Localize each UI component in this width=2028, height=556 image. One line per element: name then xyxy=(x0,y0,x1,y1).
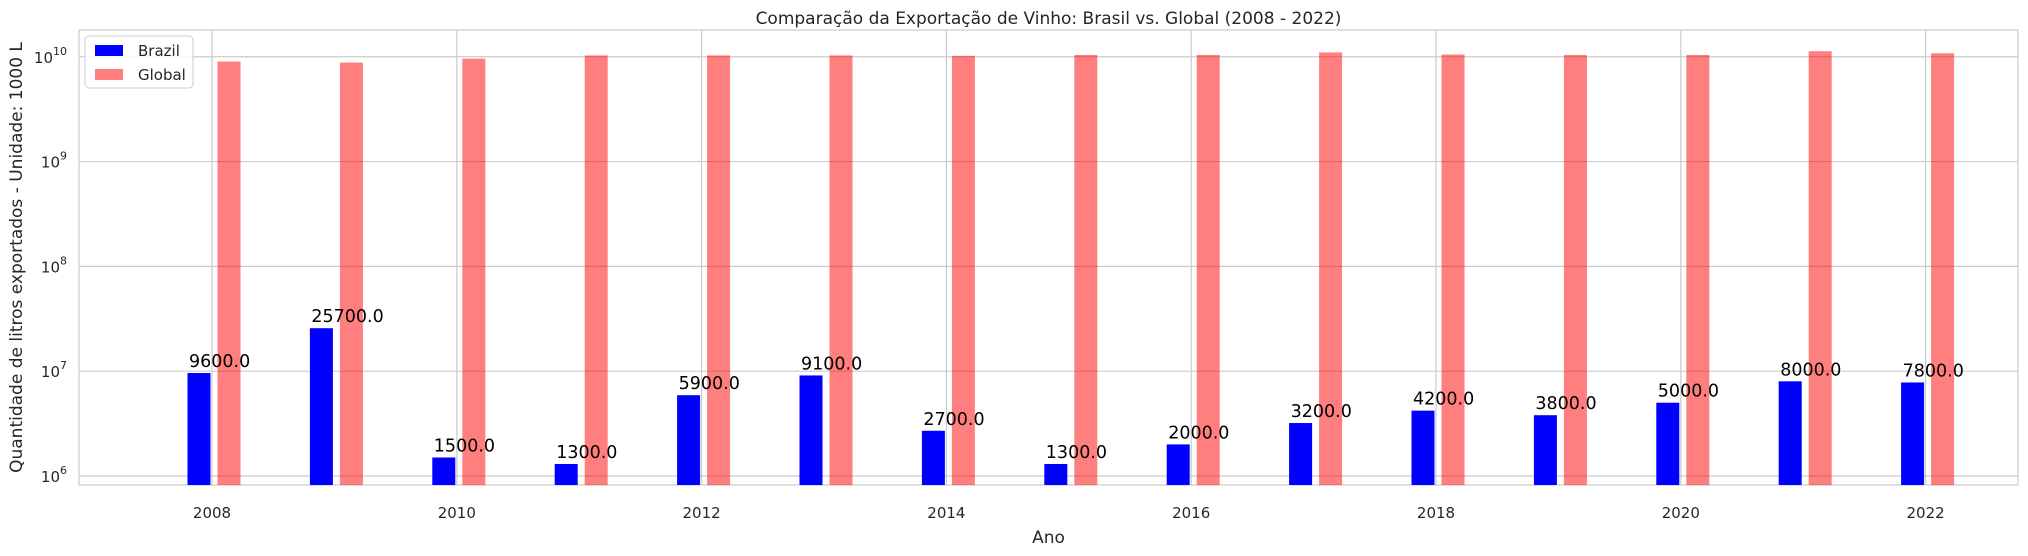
data-label-brazil: 3800.0 xyxy=(1535,394,1596,414)
x-tick-label: 2020 xyxy=(1662,504,1700,522)
legend-label-brazil: Brazil xyxy=(138,42,180,60)
data-label-brazil: 1500.0 xyxy=(434,437,495,457)
y-tick-label: 1010 xyxy=(34,45,67,67)
bar-brazil xyxy=(1656,402,1680,485)
bar-brazil xyxy=(1044,464,1068,485)
data-label-brazil: 3200.0 xyxy=(1291,402,1352,422)
data-label-brazil: 2700.0 xyxy=(923,410,984,430)
bar-global xyxy=(1931,53,1955,486)
x-tick-label: 2022 xyxy=(1907,504,1945,522)
data-label-brazil: 1300.0 xyxy=(556,443,617,463)
bar-brazil xyxy=(677,395,701,485)
bar-brazil xyxy=(1411,410,1435,485)
plot-area xyxy=(78,29,2019,486)
bar-brazil xyxy=(309,328,333,485)
y-tick-label: 106 xyxy=(41,464,67,486)
bar-brazil xyxy=(432,457,456,485)
bar-global xyxy=(462,58,486,486)
y-tick-label: 108 xyxy=(41,254,67,276)
x-tick-label: 2010 xyxy=(438,504,476,522)
x-tick-label: 2018 xyxy=(1417,504,1455,522)
bar-brazil xyxy=(799,375,823,485)
bar-brazil xyxy=(187,373,211,485)
data-label-brazil: 5000.0 xyxy=(1658,382,1719,402)
bar-global xyxy=(584,55,608,486)
bar-brazil xyxy=(1166,444,1190,485)
bar-global xyxy=(1196,54,1220,486)
bar-global xyxy=(707,55,731,486)
bar-global xyxy=(1319,52,1343,486)
y-axis-label: Quantidade de litros exportados - Unidad… xyxy=(7,42,27,473)
data-label-brazil: 25700.0 xyxy=(311,307,383,327)
bar-global xyxy=(339,62,363,485)
bar-brazil xyxy=(1778,381,1802,485)
legend-label-global: Global xyxy=(138,66,186,84)
bar-global xyxy=(1441,54,1465,485)
data-label-brazil: 7800.0 xyxy=(1903,361,1964,381)
bar-global xyxy=(1074,54,1098,486)
data-label-brazil: 1300.0 xyxy=(1046,443,1107,463)
data-label-brazil: 9600.0 xyxy=(189,352,250,372)
bar-brazil xyxy=(921,430,945,485)
legend-swatch-global xyxy=(95,69,123,80)
bar-global xyxy=(829,55,853,486)
x-axis-label: Ano xyxy=(1032,528,1065,548)
chart-title: Comparação da Exportação de Vinho: Brasi… xyxy=(756,9,1342,29)
data-label-brazil: 4200.0 xyxy=(1413,390,1474,410)
x-tick-label: 2008 xyxy=(193,504,231,522)
bar-global xyxy=(217,61,241,486)
bar-brazil xyxy=(554,464,578,485)
bar-brazil xyxy=(1533,415,1557,485)
data-label-brazil: 2000.0 xyxy=(1168,423,1229,443)
data-label-brazil: 5900.0 xyxy=(679,374,740,394)
x-tick-label: 2012 xyxy=(683,504,721,522)
x-tick-label: 2016 xyxy=(1172,504,1210,522)
data-label-brazil: 8000.0 xyxy=(1780,360,1841,380)
bar-global xyxy=(1563,54,1587,486)
y-tick-label: 107 xyxy=(41,359,67,381)
bar-global xyxy=(951,55,975,486)
data-label-brazil: 9100.0 xyxy=(801,354,862,374)
y-tick-label: 109 xyxy=(41,150,67,172)
bar-global xyxy=(1686,54,1710,486)
bar-global xyxy=(1808,51,1832,485)
bar-brazil xyxy=(1289,423,1313,485)
legend-swatch-brazil xyxy=(95,45,123,56)
x-tick-label: 2014 xyxy=(927,504,965,522)
bar-brazil xyxy=(1901,382,1925,485)
